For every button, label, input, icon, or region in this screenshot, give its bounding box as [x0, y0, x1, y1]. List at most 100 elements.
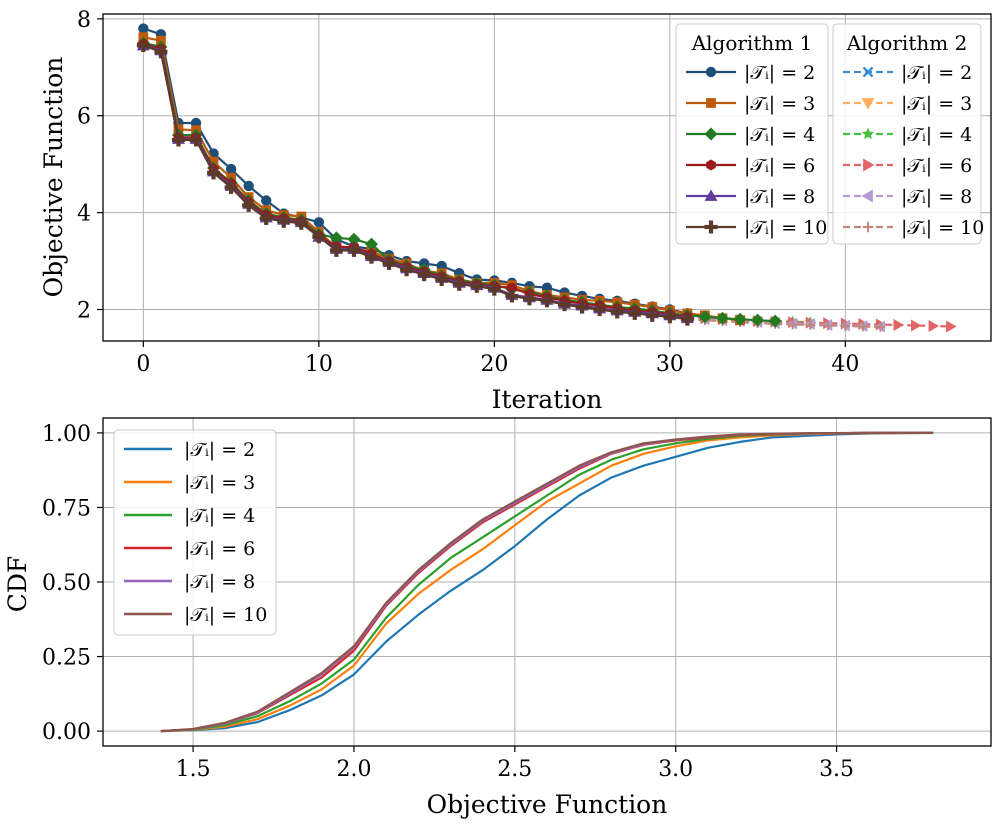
bottom-ylabel: CDF: [3, 556, 32, 613]
data-point: [400, 263, 414, 277]
legend-label: |𝒯ᵢ| = 4: [901, 124, 972, 146]
data-point: [928, 319, 940, 332]
data-point: [610, 305, 624, 319]
legend-box: [832, 23, 982, 245]
data-point: [698, 310, 712, 324]
data-point: [435, 272, 449, 286]
legend-label: |𝒯ᵢ| = 3: [184, 472, 255, 494]
data-point: [715, 311, 729, 325]
data-point: [207, 166, 221, 180]
data-point: [733, 312, 747, 326]
data-point: [507, 282, 517, 294]
data-point: [136, 38, 150, 52]
objective-vs-iteration-chart: 0 10 20 30 40 2 4 6 8 Iteration Objective Functi…: [39, 8, 992, 414]
data-point: [840, 321, 851, 331]
legend-marker: [861, 127, 875, 140]
legend-label: |𝒯ᵢ| = 6: [901, 155, 972, 177]
legend-marker: [704, 189, 718, 201]
legend-title: Algorithm 2: [846, 31, 968, 55]
data-point: [663, 310, 677, 324]
data-point: [225, 163, 237, 175]
data-point: [329, 243, 343, 257]
top-xlabel: Iteration: [492, 385, 603, 414]
series-algorithm1-triangle-up: [136, 38, 694, 324]
data-point: [224, 180, 238, 194]
data-point: [294, 216, 308, 230]
top-xtick-label: 10: [305, 352, 333, 377]
data-point: [522, 292, 536, 306]
data-point: [893, 319, 904, 332]
top-xtick-label: 40: [831, 352, 859, 377]
bottom-xtick-label: 2.0: [336, 757, 371, 782]
bottom-grid: [103, 418, 991, 746]
data-point: [452, 277, 466, 291]
data-point: [277, 214, 291, 228]
legend-marker: [862, 66, 874, 78]
bottom-ytick-label: 1.00: [42, 422, 91, 447]
legend-marker: [705, 66, 717, 78]
legend-marker: [862, 221, 874, 233]
bottom-xtick-label: 3.0: [658, 757, 693, 782]
legend-marker: [706, 98, 716, 108]
data-point: [329, 231, 343, 245]
top-legend: Algorithm 1 |𝒯ᵢ| = 2 |𝒯ᵢ| = 3 |𝒯ᵢ| = 4 |𝒯ᵢ| …: [675, 23, 984, 245]
data-point: [680, 312, 694, 326]
data-point: [593, 303, 607, 317]
data-point: [751, 313, 765, 327]
series-line: [687, 318, 881, 329]
top-ylabel: Objective Function: [39, 57, 68, 298]
data-point: [347, 243, 361, 257]
series-algorithm1-circle: [138, 23, 693, 319]
series-line: [143, 44, 688, 321]
bottom-xtick-label: 1.5: [176, 757, 211, 782]
cdf-line: [160, 431, 934, 733]
legend-label: |𝒯ᵢ| = 3: [744, 93, 815, 115]
legend-label: |𝒯ᵢ| = 10: [184, 604, 267, 626]
legend-marker: [704, 220, 718, 234]
top-ticks: 0 10 20 30 40 2 4 6 8: [77, 8, 859, 377]
data-point: [417, 268, 431, 282]
bottom-ytick-label: 0.00: [42, 720, 91, 745]
top-ytick-label: 2: [77, 299, 91, 324]
top-xtick-label: 20: [480, 352, 508, 377]
legend-label: |𝒯ᵢ| = 6: [184, 538, 255, 560]
legend-label: |𝒯ᵢ| = 4: [744, 124, 815, 146]
data-point: [365, 250, 379, 264]
data-point: [540, 294, 554, 308]
legend-marker: [704, 127, 718, 141]
legend-label: |𝒯ᵢ| = 3: [901, 93, 972, 115]
bottom-xtick-label: 2.5: [497, 757, 532, 782]
bottom-ytick-label: 0.75: [42, 496, 91, 521]
bottom-legend: |𝒯ᵢ| = 2 |𝒯ᵢ| = 3 |𝒯ᵢ| = 4 |𝒯ᵢ| = 6 |𝒯ᵢ| = 8…: [113, 429, 277, 636]
legend-label: |𝒯ᵢ| = 6: [744, 155, 815, 177]
bottom-ytick-label: 0.50: [42, 571, 91, 596]
data-point: [768, 314, 782, 328]
data-point: [138, 23, 149, 34]
data-point: [875, 322, 886, 332]
cdf-chart: 1.5 2.0 2.5 3.0 3.5 0.00 0.25 0.50 0.75 1.00 Obje…: [3, 417, 992, 819]
cdf-line: [160, 431, 934, 733]
top-ytick-label: 4: [77, 202, 91, 227]
data-point: [312, 230, 326, 244]
top-axes-frame: [102, 13, 992, 342]
data-point: [505, 289, 519, 303]
legend-marker: [863, 158, 875, 172]
top-xtick-label: 30: [656, 352, 684, 377]
top-ytick-label: 8: [77, 8, 91, 33]
data-point: [171, 133, 185, 147]
data-point: [787, 319, 798, 330]
data-point: [558, 298, 572, 312]
bottom-data-series: [160, 431, 934, 733]
top-data-series: [136, 23, 957, 333]
data-point: [805, 320, 816, 330]
data-point: [365, 237, 379, 251]
data-point: [154, 45, 168, 59]
legend-label: |𝒯ᵢ| = 10: [744, 217, 827, 239]
data-point: [645, 308, 659, 322]
bottom-ytick-label: 0.25: [42, 646, 91, 671]
legend-label: |𝒯ᵢ| = 8: [744, 186, 815, 208]
series-algorithm2-triangle-left: [681, 311, 885, 333]
data-point: [347, 232, 361, 246]
data-point: [575, 300, 589, 314]
